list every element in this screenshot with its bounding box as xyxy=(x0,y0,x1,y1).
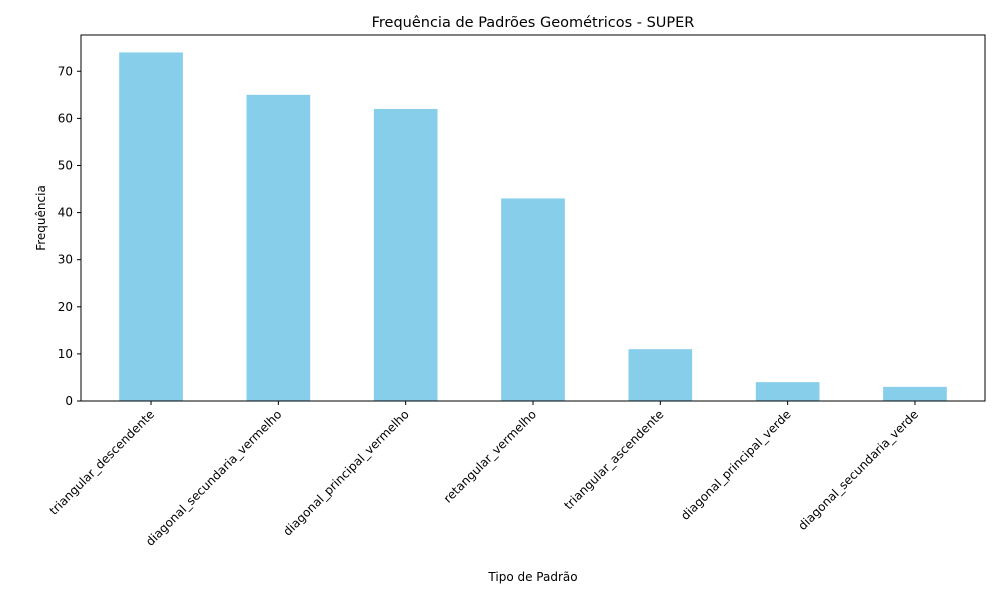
y-tick-label: 10 xyxy=(58,347,73,361)
x-tick-label: triangular_ascendente xyxy=(561,407,666,512)
bars-group xyxy=(119,52,947,402)
x-tick-label: retangular_vermelho xyxy=(441,407,539,505)
bar-diagonal_secundaria_vermelho xyxy=(246,94,311,402)
bar-diagonal_principal_verde xyxy=(755,382,820,401)
bar-diagonal_secundaria_verde xyxy=(883,386,947,401)
y-tick-label: 30 xyxy=(58,253,73,267)
x-tick-label: diagonal_secundaria_vermelho xyxy=(143,407,285,549)
y-axis-label: Frequência xyxy=(34,185,48,251)
x-tick-label: diagonal_secundaria_verde xyxy=(795,407,921,533)
bar-triangular_ascendente xyxy=(628,349,693,401)
y-tick-label: 60 xyxy=(58,111,73,125)
y-tick-label: 50 xyxy=(58,158,73,172)
x-axis-label: Tipo de Padrão xyxy=(487,570,577,584)
bar-retangular_vermelho xyxy=(501,198,565,401)
y-axis-ticks: 0 10 20 30 40 50 60 70 xyxy=(58,64,81,408)
chart-title: Frequência de Padrões Geométricos - SUPE… xyxy=(372,15,695,31)
bar-triangular_descendente xyxy=(119,52,183,402)
y-tick-label: 20 xyxy=(58,300,73,314)
x-tick-label: diagonal_principal_verde xyxy=(678,407,794,523)
x-tick-label: diagonal_principal_vermelho xyxy=(280,407,411,538)
y-tick-label: 0 xyxy=(65,394,73,408)
x-tick-label: triangular_descendente xyxy=(47,407,158,518)
plot-frame xyxy=(80,34,986,402)
bar-diagonal_principal_vermelho xyxy=(373,108,438,401)
y-tick-label: 70 xyxy=(58,64,73,78)
x-axis-ticks: triangular_descendentediagonal_secundari… xyxy=(47,401,921,549)
y-tick-label: 40 xyxy=(58,206,73,220)
